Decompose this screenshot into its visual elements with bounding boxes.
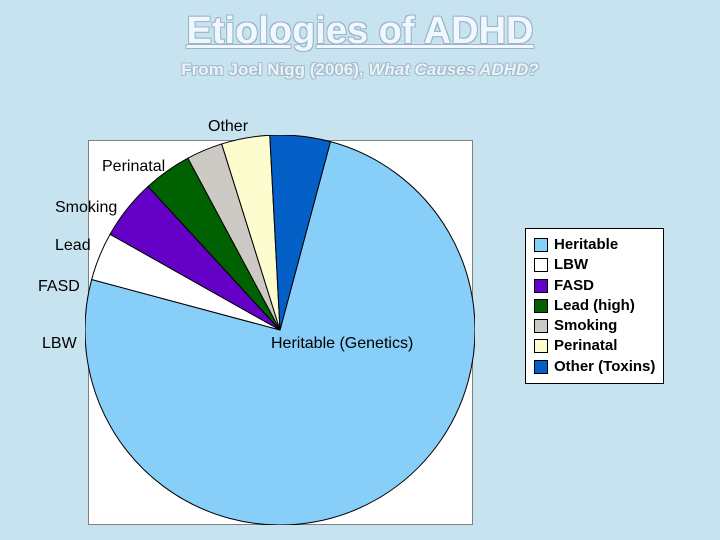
callout-fasd: FASD bbox=[38, 278, 80, 296]
legend: HeritableLBWFASDLead (high)SmokingPerina… bbox=[525, 228, 664, 384]
subtitle-plain: From Joel Nigg (2006), bbox=[181, 60, 368, 79]
callout-lbw: LBW bbox=[42, 335, 77, 353]
pie-chart bbox=[85, 135, 475, 525]
slide-title: Etiologies of ADHD bbox=[0, 10, 720, 53]
legend-item-other: Other (Toxins) bbox=[534, 357, 655, 377]
legend-label-other: Other (Toxins) bbox=[554, 357, 655, 377]
legend-item-lbw: LBW bbox=[534, 255, 655, 275]
slide-root: Etiologies of ADHD From Joel Nigg (2006)… bbox=[0, 0, 720, 540]
legend-swatch-heritable bbox=[534, 238, 548, 252]
legend-item-smoking: Smoking bbox=[534, 316, 655, 336]
legend-item-lead: Lead (high) bbox=[534, 296, 655, 316]
legend-item-fasd: FASD bbox=[534, 276, 655, 296]
callout-smoking: Smoking bbox=[55, 199, 117, 217]
callout-lead: Lead bbox=[55, 237, 91, 255]
legend-item-perinatal: Perinatal bbox=[534, 336, 655, 356]
legend-label-lead: Lead (high) bbox=[554, 296, 635, 316]
legend-label-lbw: LBW bbox=[554, 255, 588, 275]
legend-label-smoking: Smoking bbox=[554, 316, 617, 336]
subtitle-italic: What Causes ADHD? bbox=[368, 60, 538, 79]
legend-label-perinatal: Perinatal bbox=[554, 336, 617, 356]
legend-label-fasd: FASD bbox=[554, 276, 594, 296]
legend-label-heritable: Heritable bbox=[554, 235, 618, 255]
legend-swatch-smoking bbox=[534, 319, 548, 333]
legend-item-heritable: Heritable bbox=[534, 235, 655, 255]
callout-perinatal: Perinatal bbox=[102, 158, 165, 176]
legend-swatch-perinatal bbox=[534, 339, 548, 353]
slide-subtitle: From Joel Nigg (2006), What Causes ADHD? bbox=[0, 60, 720, 80]
callout-other: Other bbox=[208, 118, 248, 136]
callout-heritable: Heritable (Genetics) bbox=[271, 335, 413, 353]
legend-swatch-fasd bbox=[534, 279, 548, 293]
legend-swatch-lbw bbox=[534, 258, 548, 272]
legend-swatch-other bbox=[534, 360, 548, 374]
legend-swatch-lead bbox=[534, 299, 548, 313]
